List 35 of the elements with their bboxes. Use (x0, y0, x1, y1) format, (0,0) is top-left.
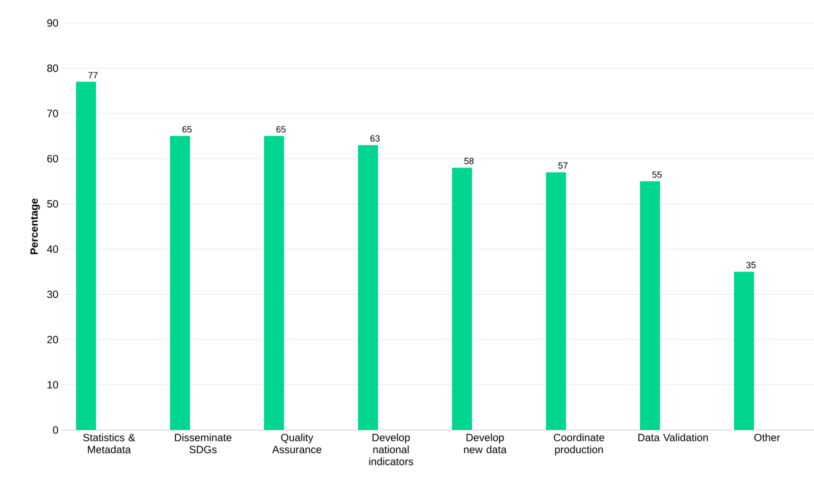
x-tick-label: Quality Assurance (272, 434, 322, 454)
x-tick-label: Statistics & Metadata (83, 434, 136, 454)
data-label: 58 (464, 158, 474, 164)
x-tick-label: Coordinate production (554, 434, 604, 456)
x-tick-label: Disseminate SDGs (174, 434, 232, 454)
data-label: 55 (652, 171, 662, 178)
y-tick-label: 20 (47, 336, 58, 344)
data-label: 35 (746, 262, 756, 268)
bar (452, 168, 472, 430)
bar (358, 145, 378, 430)
x-tick-label: Develop new data (464, 434, 507, 454)
bar (640, 181, 660, 430)
y-tick-label: 0 (53, 426, 58, 434)
data-label: 63 (370, 135, 380, 142)
bar (546, 172, 566, 430)
y-tick-label: 30 (47, 290, 58, 298)
y-tick-label: 60 (47, 154, 58, 162)
bar (734, 272, 754, 430)
x-tick-label: Data Validation (638, 434, 708, 442)
y-tick-label: 50 (47, 200, 58, 208)
x-tick-label: Other (754, 434, 780, 442)
bar (264, 136, 284, 430)
y-tick-label: 40 (47, 245, 58, 253)
data-label: 65 (276, 126, 286, 133)
data-label: 65 (182, 126, 192, 133)
y-tick-label: 80 (47, 64, 58, 72)
y-tick-label: 10 (48, 381, 58, 388)
data-label: 77 (88, 72, 98, 78)
data-label: 57 (558, 162, 568, 169)
y-tick-label: 70 (47, 110, 58, 118)
y-axis-title: Percentage (30, 198, 40, 254)
y-tick-label: 90 (47, 19, 58, 27)
bar (76, 82, 96, 430)
x-tick-label: Develop national indicators (369, 434, 414, 466)
bar (170, 136, 190, 430)
